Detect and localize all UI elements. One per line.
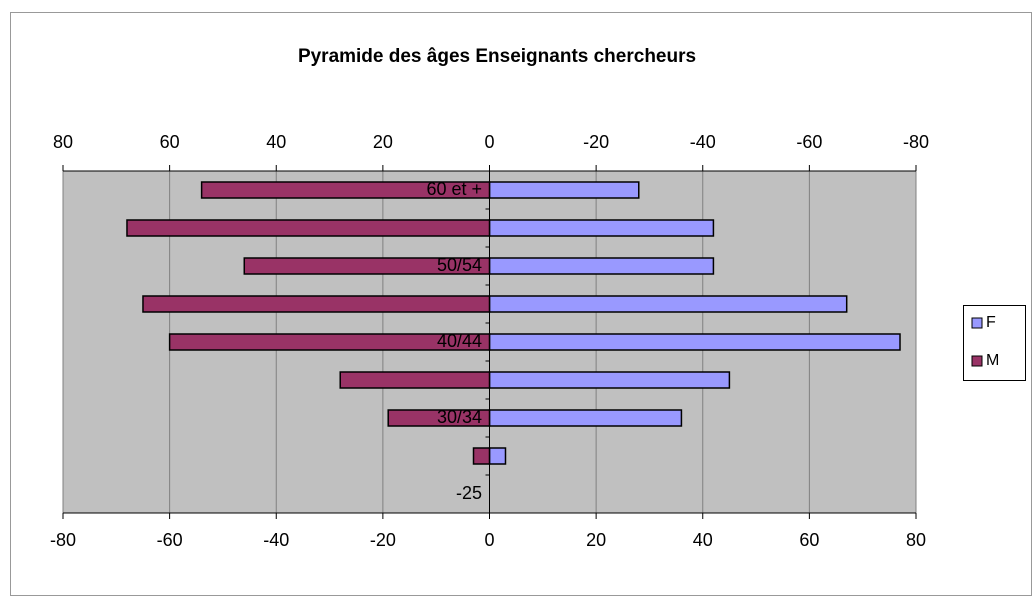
bar [472,447,491,465]
x-tick-label: 40 [693,530,713,550]
x2-tick-label: 0 [484,132,494,152]
bar [126,219,491,237]
x2-tick-label: -20 [583,132,609,152]
y-tick-label: 60 et + [426,179,482,199]
bar [488,409,683,427]
bar [488,257,715,275]
chart-title: Pyramide des âges Enseignants chercheurs [298,46,696,67]
bar [488,333,901,351]
x-tick-label: -20 [370,530,396,550]
bar [200,181,491,199]
x2-tick-label: -60 [796,132,822,152]
legend-label: M [986,352,999,369]
x-tick-label: -40 [263,530,289,550]
bar [488,181,640,199]
bar [387,409,491,427]
legend-swatch [971,317,983,329]
bar [488,295,848,313]
x2-tick-label: -40 [690,132,716,152]
x-tick-label: 80 [906,530,926,550]
y-tick-label: 30/34 [437,407,482,427]
x2-tick-label: 60 [160,132,180,152]
y-tick-label: 40/44 [437,331,482,351]
x-tick-label: 0 [484,530,494,550]
x-tick-label: -80 [50,530,76,550]
x-tick-label: 60 [799,530,819,550]
legend-swatch [971,355,983,367]
x2-tick-label: -80 [903,132,929,152]
bar [339,371,491,389]
x2-tick-label: 80 [53,132,73,152]
bar [488,219,715,237]
x2-tick-label: 20 [373,132,393,152]
bar [488,447,507,465]
bar [488,371,731,389]
bar [168,333,491,351]
legend-label: F [986,314,996,331]
bar [142,295,491,313]
x2-tick-label: 40 [266,132,286,152]
x-tick-label: 20 [586,530,606,550]
x-tick-label: -60 [157,530,183,550]
y-tick-label: -25 [456,483,482,503]
bar [243,257,491,275]
y-tick-label: 50/54 [437,255,482,275]
